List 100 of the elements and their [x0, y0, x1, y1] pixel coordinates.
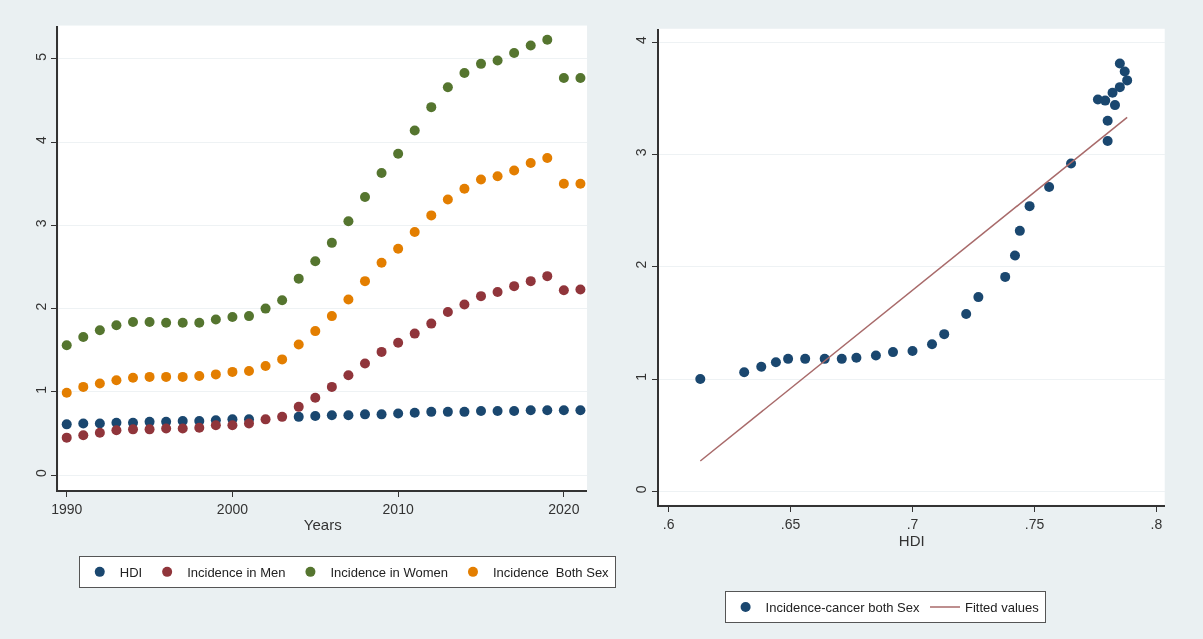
point — [61, 340, 72, 351]
point — [459, 406, 470, 417]
point — [542, 271, 553, 282]
point — [227, 366, 238, 377]
point — [128, 316, 138, 327]
point — [426, 318, 437, 329]
point — [409, 125, 420, 136]
point — [542, 34, 553, 45]
y-tick-label: 4 — [633, 36, 650, 45]
y-tick-label: 3 — [32, 219, 49, 228]
point — [459, 299, 470, 310]
point — [756, 361, 767, 372]
point — [1014, 225, 1025, 236]
point — [558, 178, 569, 189]
point — [360, 192, 370, 203]
point — [442, 406, 453, 417]
point — [111, 320, 122, 331]
point — [870, 350, 881, 361]
point — [61, 419, 72, 430]
y-tick-label: 2 — [32, 302, 49, 311]
point — [310, 256, 321, 267]
point — [907, 345, 918, 356]
point — [783, 353, 794, 364]
point — [61, 432, 72, 443]
point — [525, 276, 536, 287]
y-tick-label: 3 — [633, 148, 650, 157]
point — [409, 407, 420, 418]
point — [575, 405, 586, 416]
point — [260, 303, 271, 314]
point — [1119, 66, 1130, 77]
point — [961, 308, 972, 319]
point — [111, 425, 122, 436]
point — [277, 354, 288, 365]
point — [476, 291, 486, 302]
y-tick-label: 0 — [32, 468, 49, 477]
point — [61, 387, 72, 398]
point — [558, 73, 569, 84]
point — [973, 292, 984, 303]
point — [492, 286, 503, 297]
point — [492, 171, 503, 182]
point — [525, 157, 536, 168]
point — [1107, 87, 1118, 98]
point — [442, 82, 453, 93]
point — [1100, 95, 1111, 106]
point — [476, 58, 486, 69]
point — [1009, 250, 1020, 261]
point — [343, 370, 354, 381]
point — [800, 353, 811, 364]
x-tick-label: 2010 — [382, 500, 414, 517]
point — [939, 329, 950, 340]
point — [144, 371, 155, 382]
point — [575, 73, 586, 84]
point — [293, 401, 304, 412]
point — [326, 381, 337, 392]
point — [94, 418, 105, 429]
legend-label: Incidence Both Sex — [492, 564, 610, 580]
legend-label: Incidence-cancer both Sex — [765, 600, 921, 616]
point — [360, 358, 370, 369]
point — [277, 411, 288, 422]
point — [476, 174, 486, 185]
x-tick-label: 1990 — [51, 500, 83, 517]
point — [558, 405, 569, 416]
x-axis-title: Years — [303, 516, 342, 534]
point — [78, 430, 89, 441]
point — [575, 284, 586, 295]
point — [210, 369, 221, 380]
point — [78, 381, 89, 392]
point — [78, 331, 89, 342]
point — [1102, 136, 1113, 147]
y-tick-label: 1 — [633, 372, 650, 381]
point — [376, 257, 387, 268]
point — [94, 325, 105, 336]
y-tick-label: 1 — [32, 385, 49, 394]
point — [575, 178, 586, 189]
x-tick-label: .75 — [1024, 515, 1045, 532]
point — [260, 361, 271, 372]
point — [1102, 115, 1113, 126]
point — [851, 352, 862, 363]
point — [144, 424, 155, 435]
legend-label: Incidence in Women — [330, 564, 448, 580]
point — [210, 420, 221, 431]
point — [343, 216, 354, 227]
point — [492, 55, 503, 66]
point — [1109, 100, 1120, 111]
x-tick-label: .8 — [1150, 515, 1163, 532]
point — [476, 406, 486, 417]
point — [111, 375, 122, 386]
point — [293, 339, 304, 350]
point — [244, 366, 254, 377]
point — [177, 317, 188, 328]
point — [1044, 182, 1055, 193]
point — [326, 410, 337, 421]
legend-label: Fitted values — [965, 600, 1040, 616]
point — [310, 392, 321, 403]
point — [78, 418, 89, 429]
y-tick-label: 2 — [633, 260, 650, 269]
point — [492, 406, 503, 417]
point — [1000, 271, 1011, 282]
point — [227, 420, 238, 431]
point — [326, 237, 337, 248]
